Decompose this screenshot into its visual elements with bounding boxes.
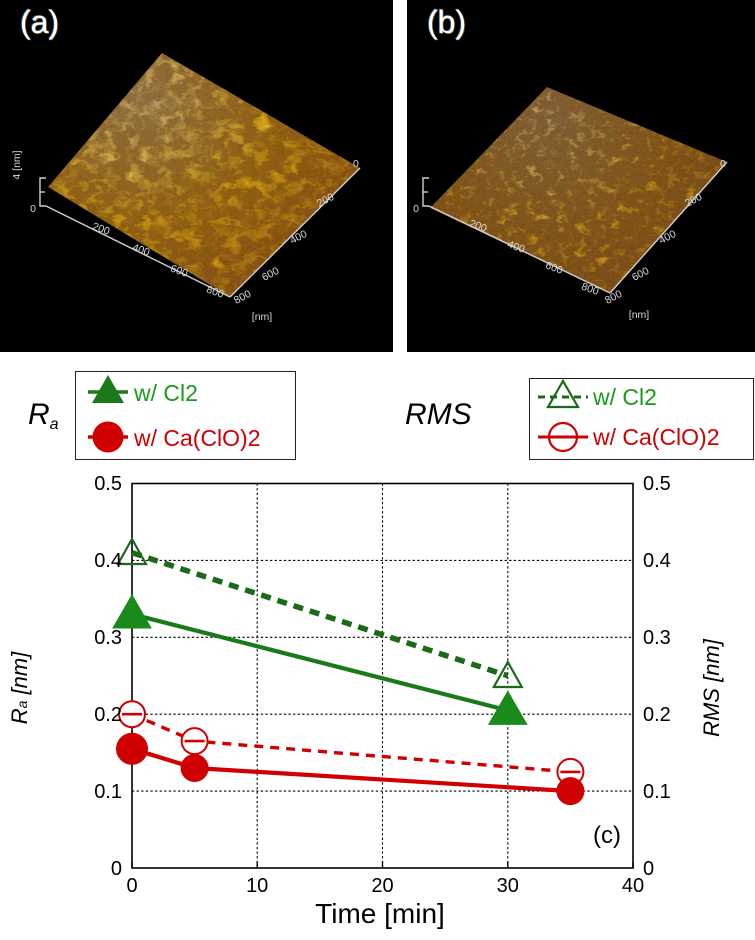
- svg-text:w/ Cl2: w/ Cl2: [133, 380, 198, 406]
- svg-text:(c): (c): [593, 822, 621, 849]
- svg-text:w/ Ca(ClO)2: w/ Ca(ClO)2: [592, 424, 720, 450]
- svg-text:0: 0: [126, 875, 137, 897]
- svg-text:30: 30: [497, 875, 519, 897]
- svg-text:0.3: 0.3: [643, 627, 671, 649]
- svg-text:w/ Cl2: w/ Cl2: [592, 384, 657, 410]
- svg-text:0: 0: [720, 158, 726, 170]
- svg-text:0: 0: [111, 858, 122, 880]
- svg-text:0.1: 0.1: [643, 781, 671, 803]
- svg-text:10: 10: [246, 875, 268, 897]
- svg-text:0: 0: [30, 203, 36, 215]
- svg-text:0.4: 0.4: [94, 550, 122, 572]
- svg-text:0.5: 0.5: [94, 473, 122, 495]
- svg-text:0.2: 0.2: [94, 704, 122, 726]
- svg-text:4 [nm]: 4 [nm]: [11, 150, 23, 179]
- svg-text:0.4: 0.4: [643, 550, 671, 572]
- svg-text:40: 40: [622, 875, 644, 897]
- svg-text:0: 0: [353, 158, 359, 170]
- svg-text:0.2: 0.2: [643, 704, 671, 726]
- svg-text:0: 0: [643, 858, 654, 880]
- svg-text:0.1: 0.1: [94, 781, 122, 803]
- svg-text:600: 600: [260, 265, 281, 284]
- svg-text:0: 0: [413, 203, 419, 215]
- svg-text:w/ Ca(ClO)2: w/ Ca(ClO)2: [133, 425, 261, 451]
- svg-text:0.3: 0.3: [94, 627, 122, 649]
- svg-text:[nm]: [nm]: [629, 309, 650, 321]
- svg-text:20: 20: [371, 875, 393, 897]
- svg-text:[nm]: [nm]: [252, 311, 273, 323]
- svg-text:0.5: 0.5: [643, 473, 671, 495]
